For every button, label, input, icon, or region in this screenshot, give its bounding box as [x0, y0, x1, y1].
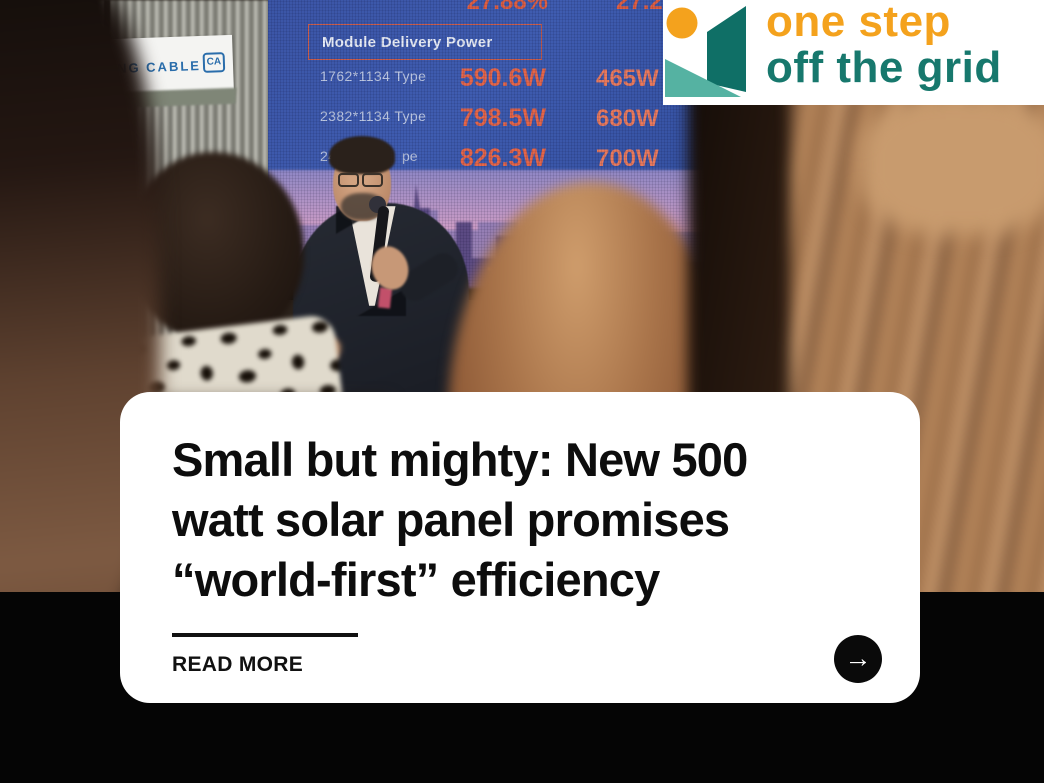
brand-mark-icon	[665, 6, 746, 97]
power-value: 798.5W	[459, 104, 546, 132]
headline-line: watt solar panel promises	[172, 493, 730, 546]
screen-row-1: 1762*1134 Type 590.6W 465W	[268, 64, 710, 92]
brand-wordmark: one step off the grid	[764, 0, 1044, 105]
presenter-hair	[329, 136, 395, 174]
arrow-right-icon: →	[844, 643, 872, 673]
power-value: 700W	[596, 145, 659, 172]
module-type-label: 1762*1134 Type	[320, 68, 427, 84]
read-more-arrow-button[interactable]: →	[834, 635, 882, 683]
module-type-label: 2382*1134 Type	[320, 108, 427, 124]
power-value: 590.6W	[459, 64, 546, 92]
read-more-link[interactable]: READ MORE	[172, 653, 304, 676]
efficiency-value-1: 27.88%	[466, 0, 548, 15]
screen-row-2: 2382*1134 Type 798.5W 680W	[268, 104, 710, 132]
divider-line	[172, 633, 358, 637]
module-type-label-fragment: pe	[402, 148, 418, 164]
article-card[interactable]: Small but mighty: New 500 watt solar pan…	[120, 392, 920, 703]
sign-logo-icon: CA	[202, 52, 226, 73]
presenter-glasses	[362, 173, 383, 187]
presenter-badge	[377, 287, 393, 309]
section-label-box: Module Delivery Power	[308, 24, 542, 60]
brand-name-line2: off the grid	[766, 43, 1002, 92]
headline-line: Small but mighty: New 500	[172, 433, 748, 486]
power-value: 826.3W	[459, 144, 546, 172]
brand-name-line1: one step	[766, 0, 951, 46]
power-value: 465W	[596, 65, 659, 92]
power-value: 680W	[596, 105, 659, 132]
audience-foreground-right-hair-highlight	[860, 95, 1044, 235]
screen-row-3: 24 pe 826.3W 700W	[268, 144, 710, 172]
headline-line: “world-first” efficiency	[172, 553, 660, 606]
article-headline: Small but mighty: New 500 watt solar pan…	[172, 430, 892, 610]
brand-logo: one step off the grid	[663, 0, 1044, 105]
section-label: Module Delivery Power	[322, 34, 493, 51]
presenter-glasses	[338, 173, 359, 187]
